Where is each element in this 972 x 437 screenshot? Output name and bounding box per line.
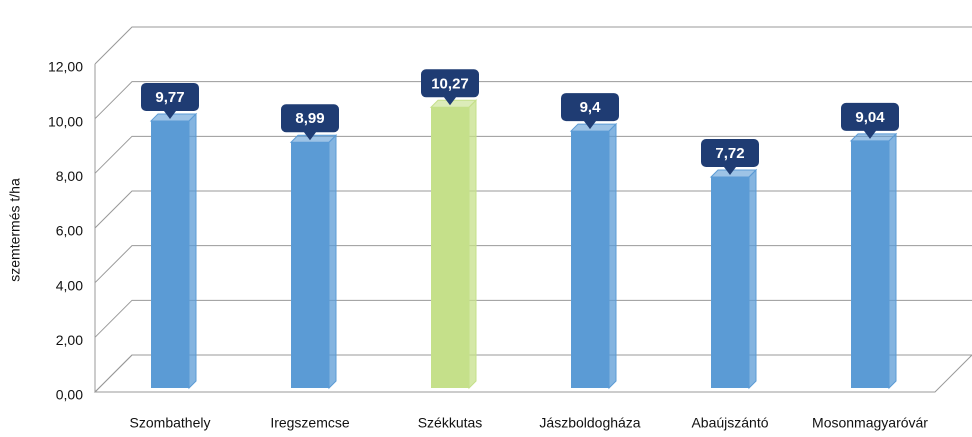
- bar-top: [149, 113, 198, 122]
- y-tick-label: 10,00: [48, 113, 83, 129]
- y-tick-label: 4,00: [56, 277, 83, 293]
- grid-line: [94, 190, 972, 229]
- x-tick-label: Iregszemcse: [270, 415, 350, 431]
- floor: [93, 354, 972, 393]
- bar-side: [608, 122, 617, 390]
- grid-line: [94, 81, 972, 120]
- x-tick-label: Szombathely: [130, 415, 211, 431]
- value-label-box: [421, 69, 479, 106]
- grid-line: [94, 26, 972, 65]
- grid-line: [94, 245, 972, 284]
- value-label: 9,77: [155, 89, 184, 106]
- bar-top: [709, 169, 758, 178]
- bar-side: [888, 132, 897, 390]
- x-tick-label: Székkutas: [418, 415, 483, 431]
- grid-line: [94, 135, 972, 174]
- y-tick-label: 2,00: [56, 332, 83, 348]
- y-tick-label: 8,00: [56, 168, 83, 184]
- bar: [851, 140, 889, 388]
- grid-line: [94, 354, 972, 393]
- bar: [291, 142, 329, 388]
- value-label: 9,04: [855, 109, 885, 126]
- y-tick-label: 6,00: [56, 223, 83, 239]
- bar-top: [289, 134, 338, 143]
- value-label-box: [561, 93, 619, 130]
- value-label-box: [701, 138, 759, 175]
- value-label: 10,27: [431, 75, 469, 92]
- y-tick-label: 0,00: [56, 387, 83, 403]
- y-axis-label: szemtermés t/ha: [7, 178, 23, 282]
- bar: [571, 131, 609, 389]
- bar: [711, 176, 749, 388]
- value-label-box: [141, 82, 199, 119]
- bar-top: [849, 133, 898, 142]
- bar: [151, 120, 189, 388]
- x-tick-label: Jászboldogháza: [539, 415, 640, 431]
- value-label: 7,72: [715, 145, 744, 162]
- bar-top: [569, 123, 618, 132]
- value-label: 9,4: [580, 99, 602, 116]
- y-tick-label: 12,00: [48, 59, 83, 75]
- bar-side: [328, 134, 337, 390]
- x-tick-label: Abaújszántó: [691, 415, 768, 431]
- value-label: 8,99: [295, 110, 324, 127]
- grid-line: [94, 299, 972, 338]
- bar-side: [748, 168, 757, 390]
- value-label-box: [281, 104, 339, 141]
- x-tick-label: Mosonmagyaróvár: [812, 415, 928, 431]
- bar-side: [468, 99, 477, 390]
- bar: [431, 107, 469, 388]
- bar-top: [429, 99, 478, 108]
- value-label-box: [841, 102, 899, 139]
- bar-side: [188, 112, 197, 390]
